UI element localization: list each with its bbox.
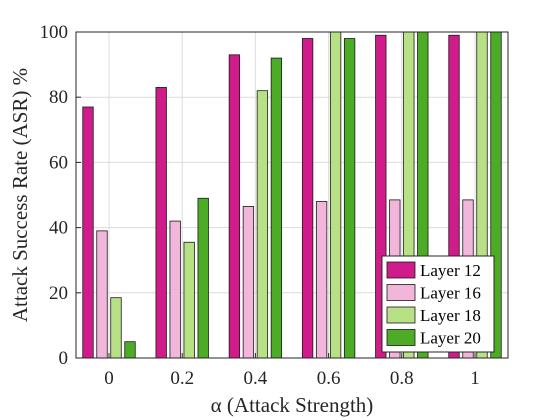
legend-swatch [386,306,416,324]
bar-layer-12-0.4 [228,54,241,359]
bar-layer-12-0.6 [301,38,314,359]
bar-layer-18-0.4 [256,90,269,359]
y-tick-label: 0 [59,348,69,369]
y-ticks: 0 20 40 60 80 100 [40,22,81,369]
y-tick-label: 40 [49,218,68,239]
x-tick-label: 0.2 [170,368,194,389]
legend-label: Layer 20 [420,329,481,348]
bar-layer-18-0.6 [329,31,342,359]
bar-layer-16-0.2 [169,220,181,359]
bar-layer-16-0.6 [315,201,328,359]
bar-layer-20-0.6 [343,38,356,359]
axes [75,31,509,359]
bar-layer-12-0.2 [155,87,167,359]
legend-label: Layer 16 [420,284,481,303]
y-axis-title: Attack Success Rate (ASR) % [8,68,32,322]
legend-swatch [386,284,416,301]
bar-layer-18-0.2 [183,241,195,359]
bar-layer-20-0 [124,341,136,359]
legend-label: Layer 12 [420,261,481,280]
y-tick-label: 100 [40,22,69,43]
x-tick-label: 0 [104,368,114,389]
x-tick-label: 1 [470,368,480,389]
y-tick-label: 60 [49,152,68,173]
bar-layer-12-0 [82,106,94,359]
bar-layer-18-0 [110,297,122,359]
x-ticks: 0 0.2 0.4 0.6 0.8 1 [104,353,480,389]
legend-swatch [386,261,416,279]
x-tick-label: 0.8 [390,368,414,389]
y-tick-label: 80 [49,87,68,108]
x-axis-title: α (Attack Strength) [211,393,374,417]
legend-swatch [386,329,416,346]
bar-layer-20-0.2 [197,197,209,359]
x-tick-label: 0.6 [317,368,341,389]
bar-layer-16-0.4 [242,206,255,359]
x-tick-label: 0.4 [244,368,268,389]
legend-label: Layer 18 [420,306,481,325]
legend: Layer 12 Layer 16 Layer 18 Layer 20 [381,255,495,353]
plot-frame [75,31,509,359]
bar-layer-16-0 [96,230,108,359]
bar-layer-20-0.4 [270,57,283,359]
y-tick-label: 20 [49,283,68,304]
